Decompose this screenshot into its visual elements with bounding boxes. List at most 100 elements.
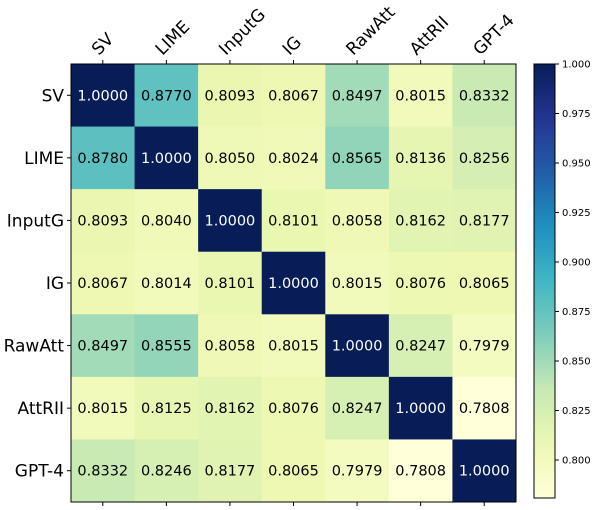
cell-value-label: 0.8136 [395, 151, 446, 167]
heatmap-cell [71, 64, 136, 128]
heatmap-cell [325, 64, 390, 128]
x-tick-label: RawAtt [342, 2, 399, 59]
cell-value-label: 0.8101 [205, 276, 256, 292]
heatmap-cell [71, 126, 136, 190]
y-tick-label: GPT-4 [15, 462, 64, 482]
y-tick-label: InputG [7, 211, 64, 231]
heatmap-cell [134, 314, 199, 378]
colorbar-tick-label: 0.850 [562, 356, 591, 367]
heatmap-cell [388, 376, 453, 440]
y-tick-label: RawAtt [4, 337, 65, 357]
heatmap-cell [452, 439, 517, 503]
cell-value-label: 0.8015 [77, 401, 128, 417]
cell-value-label: 0.8093 [205, 88, 256, 104]
cell-value-label: 0.8125 [141, 401, 192, 417]
heatmap-cell [71, 376, 136, 440]
heatmap-cell [325, 376, 390, 440]
heatmap-cell [134, 64, 199, 128]
x-tick-label: InputG [215, 5, 270, 60]
heatmap-cell [261, 64, 326, 128]
y-tick-label: AttRII [17, 399, 64, 419]
cell-value-label: 0.8040 [141, 213, 192, 229]
heatmap-cell [325, 439, 390, 503]
cell-value-label: 0.8770 [141, 88, 192, 104]
cell-value-label: 0.7808 [459, 401, 510, 417]
heatmap-cell [134, 251, 199, 315]
cell-value-label: 0.8162 [205, 401, 256, 417]
heatmap-cell [261, 126, 326, 190]
heatmap-cell [452, 251, 517, 315]
cell-value-label: 0.8497 [77, 339, 128, 355]
cell-value-label: 1.0000 [395, 401, 446, 417]
heatmap-cell [198, 64, 263, 128]
cell-value-label: 0.8058 [332, 213, 383, 229]
x-tick-label: LIME [152, 17, 194, 59]
cell-value-label: 0.8076 [395, 276, 446, 292]
heatmap-cell [388, 126, 453, 190]
cell-value-label: 0.7979 [332, 464, 383, 480]
heatmap-cell [325, 126, 390, 190]
y-tick-label: IG [46, 274, 64, 294]
heatmap-cell [71, 251, 136, 315]
heatmap-cell [388, 64, 453, 128]
heatmap-cell [134, 439, 199, 503]
heatmap-cell [388, 251, 453, 315]
cell-value-label: 0.8247 [395, 339, 446, 355]
cell-value-label: 0.8780 [77, 151, 128, 167]
cell-value-label: 1.0000 [268, 276, 319, 292]
heatmap-cell [134, 189, 199, 253]
cell-value-label: 0.7979 [459, 339, 510, 355]
heatmap-cell [134, 376, 199, 440]
heatmap-cell [198, 439, 263, 503]
cell-value-label: 0.8076 [268, 401, 319, 417]
heatmap-cell [261, 314, 326, 378]
y-tick-label: SV [42, 86, 65, 106]
heatmap-cell [325, 189, 390, 253]
cell-value-label: 0.8015 [395, 88, 446, 104]
cell-value-label: 0.7808 [395, 464, 446, 480]
cell-value-label: 1.0000 [77, 88, 128, 104]
heatmap-cell [198, 189, 263, 253]
heatmap-cell [388, 439, 453, 503]
cell-value-label: 0.8065 [268, 464, 319, 480]
cell-value-label: 0.8067 [77, 276, 128, 292]
cell-value-label: 0.8015 [332, 276, 383, 292]
cell-value-label: 0.8177 [205, 464, 256, 480]
colorbar-tick-label: 0.800 [562, 455, 591, 466]
colorbar-gradient [533, 63, 556, 499]
heatmap-cell [452, 314, 517, 378]
y-axis-ticks: SV LIME InputG IG RawAtt AttRII GPT-4 [4, 86, 71, 482]
heatmap-cell [325, 314, 390, 378]
heatmap-cell [261, 251, 326, 315]
cell-value-label: 0.8565 [332, 151, 383, 167]
heatmap-cell [134, 126, 199, 190]
heatmap-cell [452, 376, 517, 440]
x-tick-label: IG [279, 33, 306, 60]
cell-value-label: 0.8246 [141, 464, 192, 480]
cell-value-label: 1.0000 [459, 464, 510, 480]
heatmap-cells [71, 64, 517, 503]
heatmap-cell [452, 126, 517, 190]
heatmap-cell [198, 126, 263, 190]
heatmap-cell [71, 314, 136, 378]
colorbar-tick-label: 0.825 [562, 406, 591, 417]
cell-value-label: 0.8093 [77, 213, 128, 229]
cell-value-label: 0.8162 [395, 213, 446, 229]
heatmap-cell [71, 439, 136, 503]
cell-value-label: 0.8065 [459, 276, 510, 292]
cell-value-label: 1.0000 [141, 151, 192, 167]
heatmap-cell [452, 189, 517, 253]
cell-value-label: 1.0000 [205, 213, 256, 229]
cell-value-label: 0.8256 [459, 151, 510, 167]
heatmap-cell [388, 189, 453, 253]
heatmap-cell [261, 376, 326, 440]
cell-value-label: 1.0000 [332, 339, 383, 355]
heatmap-cell [261, 439, 326, 503]
heatmap-cell [261, 189, 326, 253]
heatmap-cell [198, 376, 263, 440]
x-tick-label: GPT-4 [470, 11, 519, 60]
cell-value-label: 0.8555 [141, 339, 192, 355]
cell-value-label: 0.8014 [141, 276, 192, 292]
heatmap-cell [71, 189, 136, 253]
